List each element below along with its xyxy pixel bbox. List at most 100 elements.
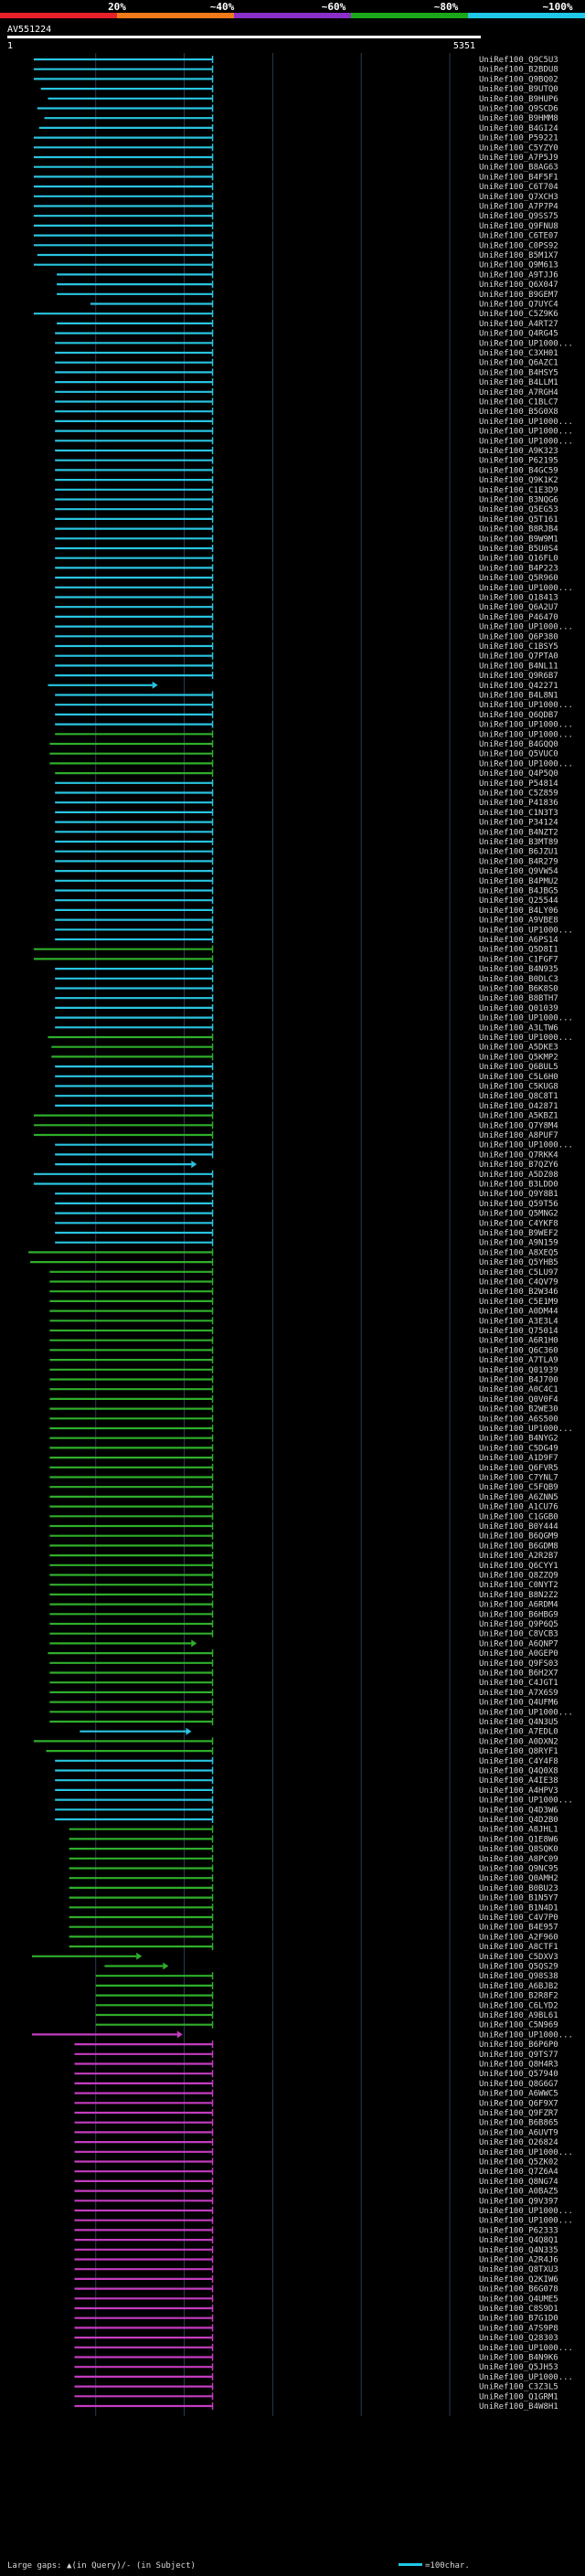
hit-label[interactable]: UniRef100_A8XEQ5: [479, 1248, 558, 1257]
hit-label[interactable]: UniRef100_B6H2X7: [479, 1670, 558, 1679]
hit-label[interactable]: UniRef100_Q4Q0X8: [479, 1767, 558, 1776]
hit-label[interactable]: UniRef100_Q2KIW6: [479, 2275, 558, 2284]
hit-label[interactable]: UniRef100_A7P7P4: [479, 203, 558, 212]
hit-label[interactable]: UniRef100_UP1000...: [479, 1708, 573, 1717]
hit-label[interactable]: UniRef100_Q9M613: [479, 261, 558, 270]
hit-label[interactable]: UniRef100_B4NYG2: [479, 1435, 558, 1444]
hit-label[interactable]: UniRef100_Q6AZC1: [479, 359, 558, 368]
hit-label[interactable]: UniRef100_UP1000...: [479, 721, 573, 730]
hit-label[interactable]: UniRef100_Q7RKK4: [479, 1150, 558, 1160]
hit-label[interactable]: UniRef100_B3MT89: [479, 838, 558, 847]
hit-label[interactable]: UniRef100_C4Y4F8: [479, 1757, 558, 1766]
hit-label[interactable]: UniRef100_Q5YHB5: [479, 1258, 558, 1267]
hit-label[interactable]: UniRef100_B8BTH7: [479, 994, 558, 1003]
hit-label[interactable]: UniRef100_A6RDM4: [479, 1601, 558, 1610]
hit-label[interactable]: UniRef100_B2R8F2: [479, 1992, 558, 2001]
hit-label[interactable]: UniRef100_Q5MNG2: [479, 1210, 558, 1219]
hit-label[interactable]: UniRef100_Q9SS75: [479, 212, 558, 221]
hit-label[interactable]: UniRef100_B9W9M1: [479, 535, 558, 544]
hit-label[interactable]: UniRef100_UP1000...: [479, 428, 573, 437]
hit-label[interactable]: UniRef100_UP1000...: [479, 730, 573, 739]
hit-label[interactable]: UniRef100_C5YZY0: [479, 143, 558, 153]
hit-label[interactable]: UniRef100_Q4D3W6: [479, 1806, 558, 1815]
hit-label[interactable]: UniRef100_P59221: [479, 134, 558, 143]
hit-label[interactable]: UniRef100_Q8G6G7: [479, 2080, 558, 2089]
hit-label[interactable]: UniRef100_B4JBG5: [479, 887, 558, 896]
hit-label[interactable]: UniRef100_Q9FNU8: [479, 222, 558, 231]
hit-label[interactable]: UniRef100_A9BL61: [479, 2011, 558, 2020]
hit-label[interactable]: UniRef100_Q9BQ02: [479, 75, 558, 84]
hit-label[interactable]: UniRef100_A7S9P8: [479, 2324, 558, 2333]
hit-label[interactable]: UniRef100_UP1000...: [479, 2207, 573, 2216]
hit-label[interactable]: UniRef100_A6ZNN5: [479, 1493, 558, 1502]
hit-label[interactable]: UniRef100_A6BJB2: [479, 1982, 558, 1991]
hit-label[interactable]: UniRef100_Q9P6Q5: [479, 1620, 558, 1629]
hit-label[interactable]: UniRef100_Q1E8W6: [479, 1835, 558, 1844]
hit-label[interactable]: UniRef100_C4YKF8: [479, 1219, 558, 1228]
hit-label[interactable]: UniRef100_C3XH01: [479, 349, 558, 358]
hit-label[interactable]: UniRef100_A2R4J6: [479, 2256, 558, 2265]
hit-label[interactable]: UniRef100_Q5VUC0: [479, 750, 558, 759]
hit-label[interactable]: UniRef100_Q0V0F4: [479, 1395, 558, 1405]
hit-label[interactable]: UniRef100_B4F5F1: [479, 173, 558, 182]
hit-label[interactable]: UniRef100_Q8SQK0: [479, 1845, 558, 1854]
hit-label[interactable]: UniRef100_B9UTQ0: [479, 85, 558, 94]
hit-label[interactable]: UniRef100_C5DXV3: [479, 1953, 558, 1962]
hit-label[interactable]: UniRef100_C5N969: [479, 2021, 558, 2030]
hit-label[interactable]: UniRef100_C4QV79: [479, 1278, 558, 1288]
hit-label[interactable]: UniRef100_B9WEF2: [479, 1229, 558, 1238]
hit-label[interactable]: UniRef100_C5E1M9: [479, 1298, 558, 1307]
hit-label[interactable]: UniRef100_A8CTF1: [479, 1943, 558, 1952]
hit-label[interactable]: UniRef100_B1N5Y7: [479, 1894, 558, 1903]
hit-label[interactable]: UniRef100_Q8NG74: [479, 2178, 558, 2187]
hit-label[interactable]: UniRef100_B5M1X7: [479, 251, 558, 260]
hit-label[interactable]: UniRef100_Q8TXU3: [479, 2265, 558, 2274]
hit-label[interactable]: UniRef100_Q7XCH3: [479, 193, 558, 202]
hit-label[interactable]: UniRef100_Q6F9X7: [479, 2099, 558, 2108]
hit-label[interactable]: UniRef100_Q7PTA0: [479, 652, 558, 662]
hit-label[interactable]: UniRef100_A7RGH4: [479, 388, 558, 398]
hit-label[interactable]: UniRef100_B7G1D0: [479, 2315, 558, 2324]
hit-label[interactable]: UniRef100_Q4RG45: [479, 330, 558, 339]
hit-label[interactable]: UniRef100_B4LLM1: [479, 378, 558, 387]
hit-label[interactable]: UniRef100_UP1000...: [479, 1141, 573, 1150]
hit-label[interactable]: UniRef100_Q0AMH2: [479, 1874, 558, 1883]
hit-label[interactable]: UniRef100_Q75014: [479, 1327, 558, 1336]
hit-label[interactable]: UniRef100_B8RJB4: [479, 525, 558, 535]
hit-label[interactable]: UniRef100_A8JHL1: [479, 1826, 558, 1835]
hit-label[interactable]: UniRef100_Q98S38: [479, 1972, 558, 1981]
hit-label[interactable]: UniRef100_A4HPV3: [479, 1786, 558, 1796]
hit-label[interactable]: UniRef100_C5FQB9: [479, 1483, 558, 1492]
hit-label[interactable]: UniRef100_B4J700: [479, 1376, 558, 1385]
hit-label[interactable]: UniRef100_A0GEP0: [479, 1649, 558, 1659]
hit-label[interactable]: UniRef100_Q6CYY1: [479, 1562, 558, 1571]
hit-label[interactable]: UniRef100_B6HBG9: [479, 1610, 558, 1619]
hit-label[interactable]: UniRef100_B6JZU1: [479, 848, 558, 857]
hit-label[interactable]: UniRef100_B4GC59: [479, 466, 558, 475]
hit-label[interactable]: UniRef100_C1BLC7: [479, 398, 558, 408]
hit-label[interactable]: UniRef100_Q9R6B7: [479, 672, 558, 681]
hit-label[interactable]: UniRef100_Q4UME5: [479, 2295, 558, 2304]
hit-label[interactable]: UniRef100_A1CU76: [479, 1503, 558, 1512]
hit-label[interactable]: UniRef100_C5LU97: [479, 1268, 558, 1277]
hit-label[interactable]: UniRef100_UP1000...: [479, 623, 573, 632]
hit-label[interactable]: UniRef100_P34124: [479, 819, 558, 828]
hit-label[interactable]: UniRef100_Q7Z6A4: [479, 2168, 558, 2177]
hit-label[interactable]: UniRef100_C0NYT2: [479, 1581, 558, 1590]
hit-label[interactable]: UniRef100_Q5R960: [479, 574, 558, 583]
hit-label[interactable]: UniRef100_Q9TS77: [479, 2051, 558, 2060]
hit-label[interactable]: UniRef100_B7QZY6: [479, 1161, 558, 1170]
hit-label[interactable]: UniRef100_A3LTW6: [479, 1023, 558, 1033]
hit-label[interactable]: UniRef100_C8VCB3: [479, 1630, 558, 1639]
hit-label[interactable]: UniRef100_Q6X047: [479, 281, 558, 290]
hit-label[interactable]: UniRef100_Q5T161: [479, 515, 558, 525]
hit-label[interactable]: UniRef100_UP1000...: [479, 1425, 573, 1434]
hit-label[interactable]: UniRef100_UP1000...: [479, 1014, 573, 1023]
hit-label[interactable]: UniRef100_A6WWC5: [479, 2090, 558, 2099]
hit-label[interactable]: UniRef100_C4JGT1: [479, 1679, 558, 1688]
hit-label[interactable]: UniRef100_A5DKE3: [479, 1044, 558, 1053]
hit-label[interactable]: UniRef100_A3E3L4: [479, 1317, 558, 1326]
hit-label[interactable]: UniRef100_B6GDM8: [479, 1542, 558, 1551]
hit-label[interactable]: UniRef100_UP1000...: [479, 418, 573, 427]
hit-label[interactable]: UniRef100_Q9FS03: [479, 1659, 558, 1669]
